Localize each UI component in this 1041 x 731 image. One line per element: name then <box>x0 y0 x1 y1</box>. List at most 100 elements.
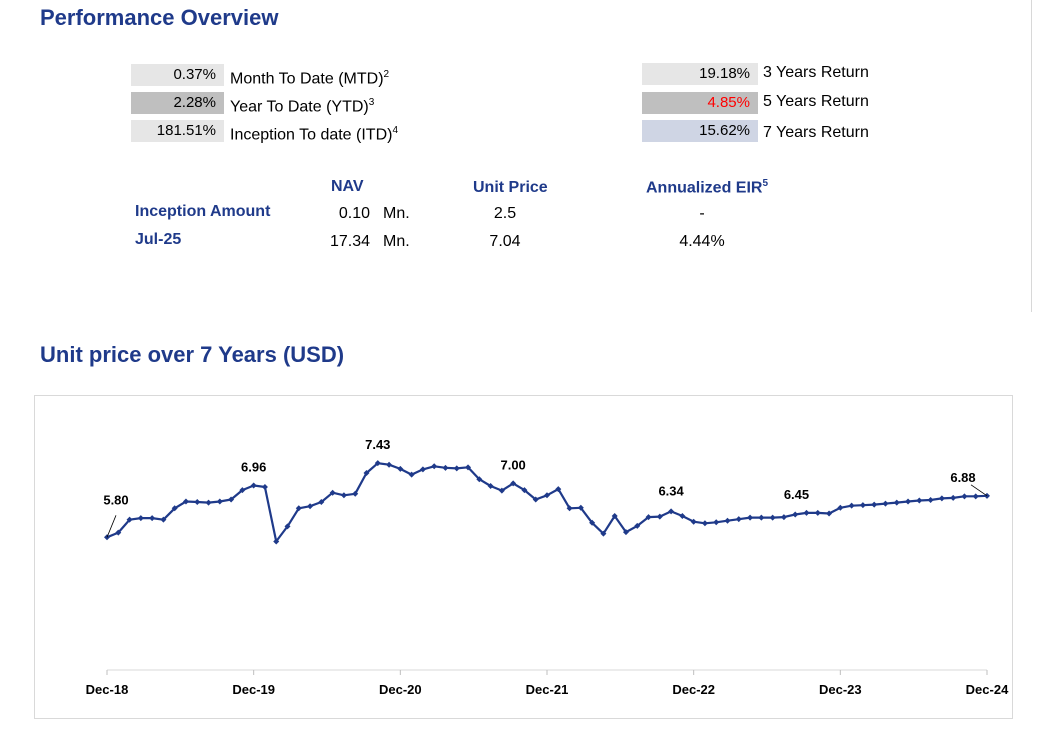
data-point <box>386 461 393 468</box>
jul25-price: 7.04 <box>489 233 521 250</box>
chart-title: Unit price over 7 Years (USD) <box>40 342 345 367</box>
data-point <box>228 496 235 503</box>
data-point <box>126 516 133 523</box>
data-point <box>701 520 708 527</box>
data-point <box>724 517 731 524</box>
data-point <box>182 498 189 505</box>
itd-label: Inception To date (ITD)4 <box>230 125 399 144</box>
x-tick-label: Dec-23 <box>819 682 862 697</box>
data-point <box>690 518 697 525</box>
return-3y-value: 19.18% <box>642 63 758 85</box>
data-point <box>859 502 866 509</box>
ytd-value: 2.28% <box>131 92 224 114</box>
data-point <box>340 492 347 499</box>
itd-footnote: 4 <box>392 125 399 136</box>
data-point <box>713 519 720 526</box>
ytd-label: Year To Date (YTD)3 <box>230 97 375 116</box>
data-point <box>566 505 573 512</box>
data-point <box>171 505 178 512</box>
data-point <box>532 496 539 503</box>
data-label: 5.80 <box>103 492 128 507</box>
data-point <box>600 530 607 537</box>
data-point <box>363 470 370 477</box>
data-point <box>950 494 957 501</box>
data-point <box>577 504 584 511</box>
jul25-nav: 17.34 <box>329 233 370 250</box>
data-point <box>938 495 945 502</box>
data-point <box>645 514 652 521</box>
data-point <box>611 513 618 520</box>
data-point <box>656 513 663 520</box>
jul25-nav-unit: Mn. <box>383 233 410 250</box>
data-point <box>329 489 336 496</box>
data-point <box>814 509 821 516</box>
ytd-footnote: 3 <box>368 97 375 108</box>
data-point <box>555 486 562 493</box>
data-point <box>837 504 844 511</box>
data-point <box>160 516 167 523</box>
data-point <box>307 503 314 510</box>
chart-frame: Dec-18 Dec-19 Dec-20 Dec-21 Dec-22 Dec-23 Dec-… <box>34 395 1013 719</box>
inception-price: 2.5 <box>493 205 517 222</box>
data-point <box>216 498 223 505</box>
data-point <box>893 499 900 506</box>
data-point <box>792 511 799 518</box>
right-divider <box>1031 0 1032 312</box>
data-point <box>961 493 968 500</box>
unit-price-header: Unit Price <box>473 179 548 196</box>
mtd-value: 0.37% <box>131 64 224 86</box>
mtd-footnote: 2 <box>383 69 390 80</box>
data-point <box>487 482 494 489</box>
data-point <box>408 471 415 478</box>
data-point <box>442 464 449 471</box>
data-point <box>273 538 280 545</box>
data-point <box>239 487 246 494</box>
data-point <box>261 484 268 491</box>
x-tick-label: Dec-19 <box>232 682 275 697</box>
x-tick-label: Dec-22 <box>672 682 715 697</box>
data-label: 7.00 <box>500 457 525 472</box>
data-point <box>250 482 257 489</box>
data-point <box>205 499 212 506</box>
data-point <box>318 499 325 506</box>
data-point <box>137 515 144 522</box>
return-7y-value: 15.62% <box>642 120 758 142</box>
eir-footnote: 5 <box>762 178 769 189</box>
x-tick-label: Dec-18 <box>86 682 129 697</box>
data-point <box>780 514 787 521</box>
data-point <box>972 493 979 500</box>
data-label: 7.43 <box>365 437 390 452</box>
data-point <box>927 496 934 503</box>
data-point <box>916 497 923 504</box>
data-point <box>758 514 765 521</box>
data-point <box>826 510 833 517</box>
data-point <box>634 522 641 529</box>
data-point <box>521 487 528 494</box>
inception-nav-unit: Mn. <box>383 205 410 222</box>
data-point <box>374 460 381 467</box>
unit-price-line-chart: Dec-18 Dec-19 Dec-20 Dec-21 Dec-22 Dec-23 Dec-… <box>86 437 1009 697</box>
data-point <box>104 534 110 541</box>
data-point <box>453 465 460 472</box>
series-line <box>106 462 988 543</box>
data-label: 6.45 <box>784 487 809 502</box>
annotation-leader <box>970 484 988 497</box>
data-point <box>419 466 426 473</box>
data-point <box>679 513 686 520</box>
nav-header: NAV <box>331 178 364 195</box>
itd-value: 181.51% <box>131 120 224 142</box>
data-point <box>498 487 505 494</box>
data-point <box>803 509 810 516</box>
return-7y-label: 7 Years Return <box>763 124 869 141</box>
data-point <box>622 529 629 536</box>
data-point <box>668 508 675 515</box>
annotation-leader <box>106 515 117 538</box>
data-point <box>589 519 596 526</box>
x-tick-label: Dec-24 <box>966 682 1009 697</box>
data-point <box>984 492 990 499</box>
data-point <box>544 492 550 499</box>
mtd-label: Month To Date (MTD)2 <box>230 69 390 88</box>
x-tick-label: Dec-20 <box>379 682 422 697</box>
data-label: 6.34 <box>658 483 684 498</box>
return-3y-label: 3 Years Return <box>763 64 869 81</box>
